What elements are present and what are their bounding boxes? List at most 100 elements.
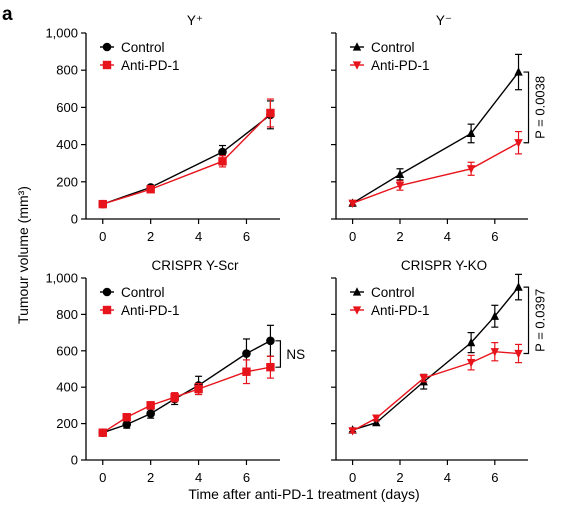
legend-label: Anti-PD-1 <box>371 303 430 318</box>
data-point <box>266 108 275 118</box>
x-tick-label: 4 <box>444 470 451 485</box>
data-point <box>395 169 405 178</box>
y-tick-label: 0 <box>71 453 78 468</box>
x-tick-label: 0 <box>349 229 356 244</box>
chart-title: Y⁻ <box>436 13 452 28</box>
legend-marker <box>352 61 362 70</box>
data-point <box>242 349 251 358</box>
chart-title: Y⁺ <box>187 13 203 28</box>
data-point <box>218 147 227 157</box>
data-point <box>122 413 131 422</box>
x-tick-label: 0 <box>99 470 106 485</box>
x-tick-label: 0 <box>99 229 106 244</box>
legend-marker <box>102 287 112 297</box>
x-tick-label: 4 <box>444 229 451 244</box>
x-axis-label: Time after anti-PD-1 treatment (days) <box>188 486 419 502</box>
series-line <box>352 350 519 432</box>
legend-label: Control <box>371 285 415 300</box>
data-point <box>242 367 251 376</box>
data-point <box>98 428 107 437</box>
data-point <box>372 414 381 423</box>
y-tick-label: 0 <box>71 212 78 227</box>
data-point <box>194 384 203 394</box>
chart-panel-3: CRISPR Y-Scr 0 200 400 600 800 1,000 0 2 4 6 Contro… <box>45 258 305 485</box>
series-line <box>352 286 520 431</box>
chart-panel-1: Y⁺ 0 200 400 600 800 1,000 0 2 4 6 Control Anti-PD-1 <box>45 13 280 244</box>
data-point <box>348 199 357 208</box>
y-tick-label: 200 <box>56 416 78 431</box>
p-value-label: P = 0.0397 <box>533 289 548 352</box>
series-line <box>352 71 520 204</box>
data-point <box>146 401 155 410</box>
data-point <box>395 181 405 191</box>
legend-label: Anti-PD-1 <box>371 58 430 73</box>
legend-marker <box>102 305 112 315</box>
legend-marker <box>352 42 362 51</box>
data-point <box>466 128 476 138</box>
x-tick-label: 2 <box>396 229 403 244</box>
data-point <box>122 420 132 429</box>
legend-label: Anti-PD-1 <box>121 303 180 318</box>
y-tick-label: 200 <box>56 174 78 189</box>
y-axis-label: Tumour volume (mm³) <box>15 186 31 324</box>
series-anti-pd-1 <box>348 130 523 208</box>
data-point <box>419 374 428 383</box>
data-point <box>490 348 500 357</box>
data-point <box>514 67 523 76</box>
chart-title: CRISPR Y-KO <box>401 258 487 273</box>
series-anti-pd-1 <box>98 98 275 209</box>
x-tick-label: 6 <box>491 229 498 244</box>
data-point <box>98 199 107 209</box>
data-point <box>170 393 179 402</box>
x-tick-label: 0 <box>349 470 356 485</box>
legend-marker <box>352 287 362 296</box>
x-tick-label: 6 <box>491 470 498 485</box>
data-point <box>466 359 476 368</box>
series-anti-pd-1 <box>348 342 523 436</box>
data-point <box>514 282 523 291</box>
chart-panel-4: CRISPR Y-KO 0 2 4 6 Control Anti-PD-1 P = 0.039… <box>331 258 548 485</box>
series-line <box>102 112 271 205</box>
x-tick-label: 2 <box>396 470 403 485</box>
data-point <box>218 157 227 166</box>
y-tick-label: 600 <box>56 343 78 358</box>
significance-bracket <box>275 340 282 368</box>
y-tick-label: 400 <box>56 380 78 395</box>
legend-marker <box>102 42 112 52</box>
x-tick-label: 6 <box>243 229 250 244</box>
data-point <box>514 349 523 359</box>
y-tick-label: 400 <box>56 137 78 152</box>
series-line <box>102 114 271 205</box>
x-tick-label: 2 <box>147 470 154 485</box>
data-point <box>146 409 155 418</box>
legend-label: Control <box>371 40 415 55</box>
legend-marker <box>102 60 112 70</box>
data-point <box>146 185 155 194</box>
y-tick-label: 800 <box>56 307 78 322</box>
data-point <box>490 311 500 320</box>
data-point <box>348 427 357 436</box>
x-tick-label: 2 <box>147 229 154 244</box>
x-tick-label: 4 <box>195 470 202 485</box>
series-control <box>348 53 523 207</box>
significance-bracket <box>523 71 530 144</box>
p-value-label: P = 0.0038 <box>533 76 548 139</box>
series-line <box>352 142 519 204</box>
legend-label: Control <box>121 285 165 300</box>
y-tick-label: 1,000 <box>45 271 78 286</box>
data-point <box>466 165 476 174</box>
significance-bracket <box>523 286 530 355</box>
chart-title: CRISPR Y-Scr <box>151 258 239 273</box>
y-tick-label: 1,000 <box>45 26 78 41</box>
legend-marker <box>352 306 362 315</box>
series-control <box>98 100 275 209</box>
significance-label: NS <box>286 347 305 362</box>
y-tick-label: 800 <box>56 63 78 78</box>
y-tick-label: 600 <box>56 100 78 115</box>
legend-label: Control <box>121 40 165 55</box>
data-point <box>514 139 523 148</box>
x-tick-label: 4 <box>195 229 202 244</box>
series-anti-pd-1 <box>98 355 275 437</box>
panel-letter: a <box>2 4 13 25</box>
